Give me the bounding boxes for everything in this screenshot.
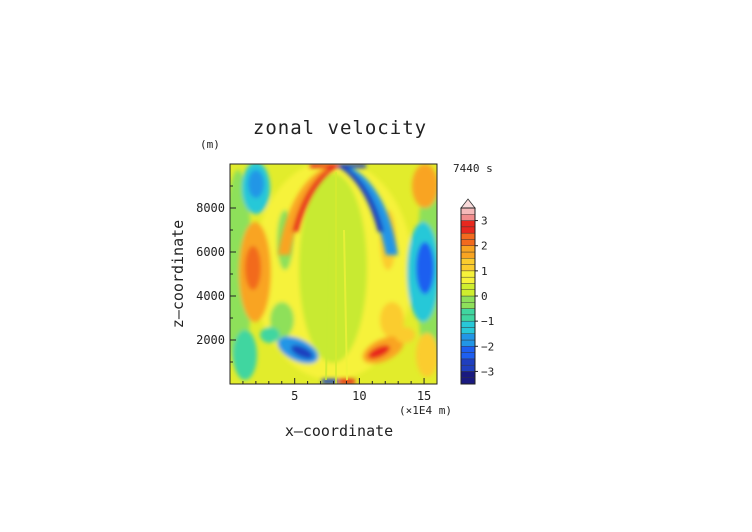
colorbar-swatch bbox=[460, 245, 476, 253]
y-tick-label: 4000 bbox=[196, 289, 225, 303]
x-tick-label: 10 bbox=[352, 389, 366, 403]
colorbar-swatch bbox=[460, 320, 476, 328]
colorbar-swatch bbox=[460, 283, 476, 290]
colorbar-swatch bbox=[460, 276, 476, 284]
colorbar-swatch bbox=[460, 270, 476, 278]
colorbar-tick-label: 3 bbox=[481, 215, 488, 228]
chart-title: zonal velocity bbox=[253, 117, 427, 139]
x-unit-label: (×1E4 m) bbox=[399, 404, 452, 417]
field-feature bbox=[278, 164, 337, 255]
colorbar-swatch bbox=[460, 214, 476, 221]
field-feature bbox=[310, 164, 338, 168]
colorbar-swatch bbox=[460, 308, 476, 316]
colorbar-tick-label: 2 bbox=[481, 240, 488, 253]
colorbar-swatch bbox=[460, 377, 476, 385]
colorbar: 3 2 1 0 −1 −2 −3 bbox=[460, 198, 494, 385]
field-feature bbox=[395, 327, 415, 343]
colorbar-swatch bbox=[460, 264, 476, 272]
colorbar-swatch bbox=[460, 364, 476, 372]
colorbar-swatch bbox=[460, 239, 476, 246]
field-feature bbox=[380, 302, 404, 338]
y-tick-label: 8000 bbox=[196, 201, 225, 215]
colorbar-swatch bbox=[460, 339, 476, 347]
colorbar-swatch bbox=[460, 346, 476, 353]
field-feature bbox=[343, 229, 348, 381]
y-unit-label: (m) bbox=[200, 138, 220, 151]
x-axis: 5 10 15 bbox=[242, 378, 431, 403]
colorbar-swatch bbox=[460, 258, 476, 265]
field-feature bbox=[412, 164, 437, 208]
colorbar-extend-triangle bbox=[460, 198, 476, 209]
colorbar-swatch bbox=[460, 251, 476, 259]
colorbar-swatch bbox=[460, 327, 476, 334]
field-feature bbox=[299, 173, 367, 363]
y-tick-label: 2000 bbox=[196, 333, 225, 347]
field-feature bbox=[416, 242, 434, 294]
colorbar-swatch bbox=[460, 295, 476, 303]
colorbar-swatch bbox=[460, 371, 476, 378]
field-feature bbox=[338, 164, 398, 255]
colorbar-swatch bbox=[460, 302, 476, 309]
field-feature bbox=[292, 165, 336, 232]
colorbar-tick-label: 1 bbox=[481, 265, 488, 278]
field-feature bbox=[322, 379, 338, 384]
velocity-field bbox=[230, 164, 437, 384]
colorbar-swatch bbox=[460, 289, 476, 297]
colorbar-swatch bbox=[460, 207, 476, 215]
x-tick-label: 5 bbox=[291, 389, 298, 403]
y-axis-label: z—coordinate bbox=[169, 220, 187, 328]
field-feature bbox=[290, 345, 314, 359]
colorbar-swatch bbox=[460, 358, 476, 366]
colorbar-swatch bbox=[460, 220, 476, 228]
field-feature bbox=[248, 170, 264, 198]
time-label: 7440 s bbox=[453, 162, 493, 175]
field-feature bbox=[260, 327, 280, 343]
x-axis-label: x—coordinate bbox=[285, 422, 393, 440]
field-feature bbox=[245, 246, 261, 290]
colorbar-swatch bbox=[460, 333, 476, 341]
colorbar-tick-label: −1 bbox=[481, 315, 494, 328]
field-feature bbox=[338, 164, 366, 168]
field-feature bbox=[367, 345, 391, 359]
field-feature bbox=[416, 333, 437, 377]
colorbar-tick-label: −2 bbox=[481, 340, 494, 353]
y-axis: 2000 4000 6000 8000 bbox=[196, 185, 236, 363]
colorbar-swatch bbox=[460, 314, 476, 322]
colorbar-swatch bbox=[460, 226, 476, 234]
field-feature bbox=[325, 229, 330, 381]
field-feature bbox=[233, 330, 257, 380]
x-tick-label: 15 bbox=[417, 389, 431, 403]
colorbar-tick-label: 0 bbox=[481, 290, 488, 303]
field-feature bbox=[340, 165, 384, 232]
colorbar-tick-label: −3 bbox=[481, 365, 494, 378]
colorbar-swatch bbox=[460, 232, 476, 240]
colorbar-swatch bbox=[460, 352, 476, 360]
field-feature bbox=[339, 379, 355, 384]
y-tick-label: 6000 bbox=[196, 245, 225, 259]
